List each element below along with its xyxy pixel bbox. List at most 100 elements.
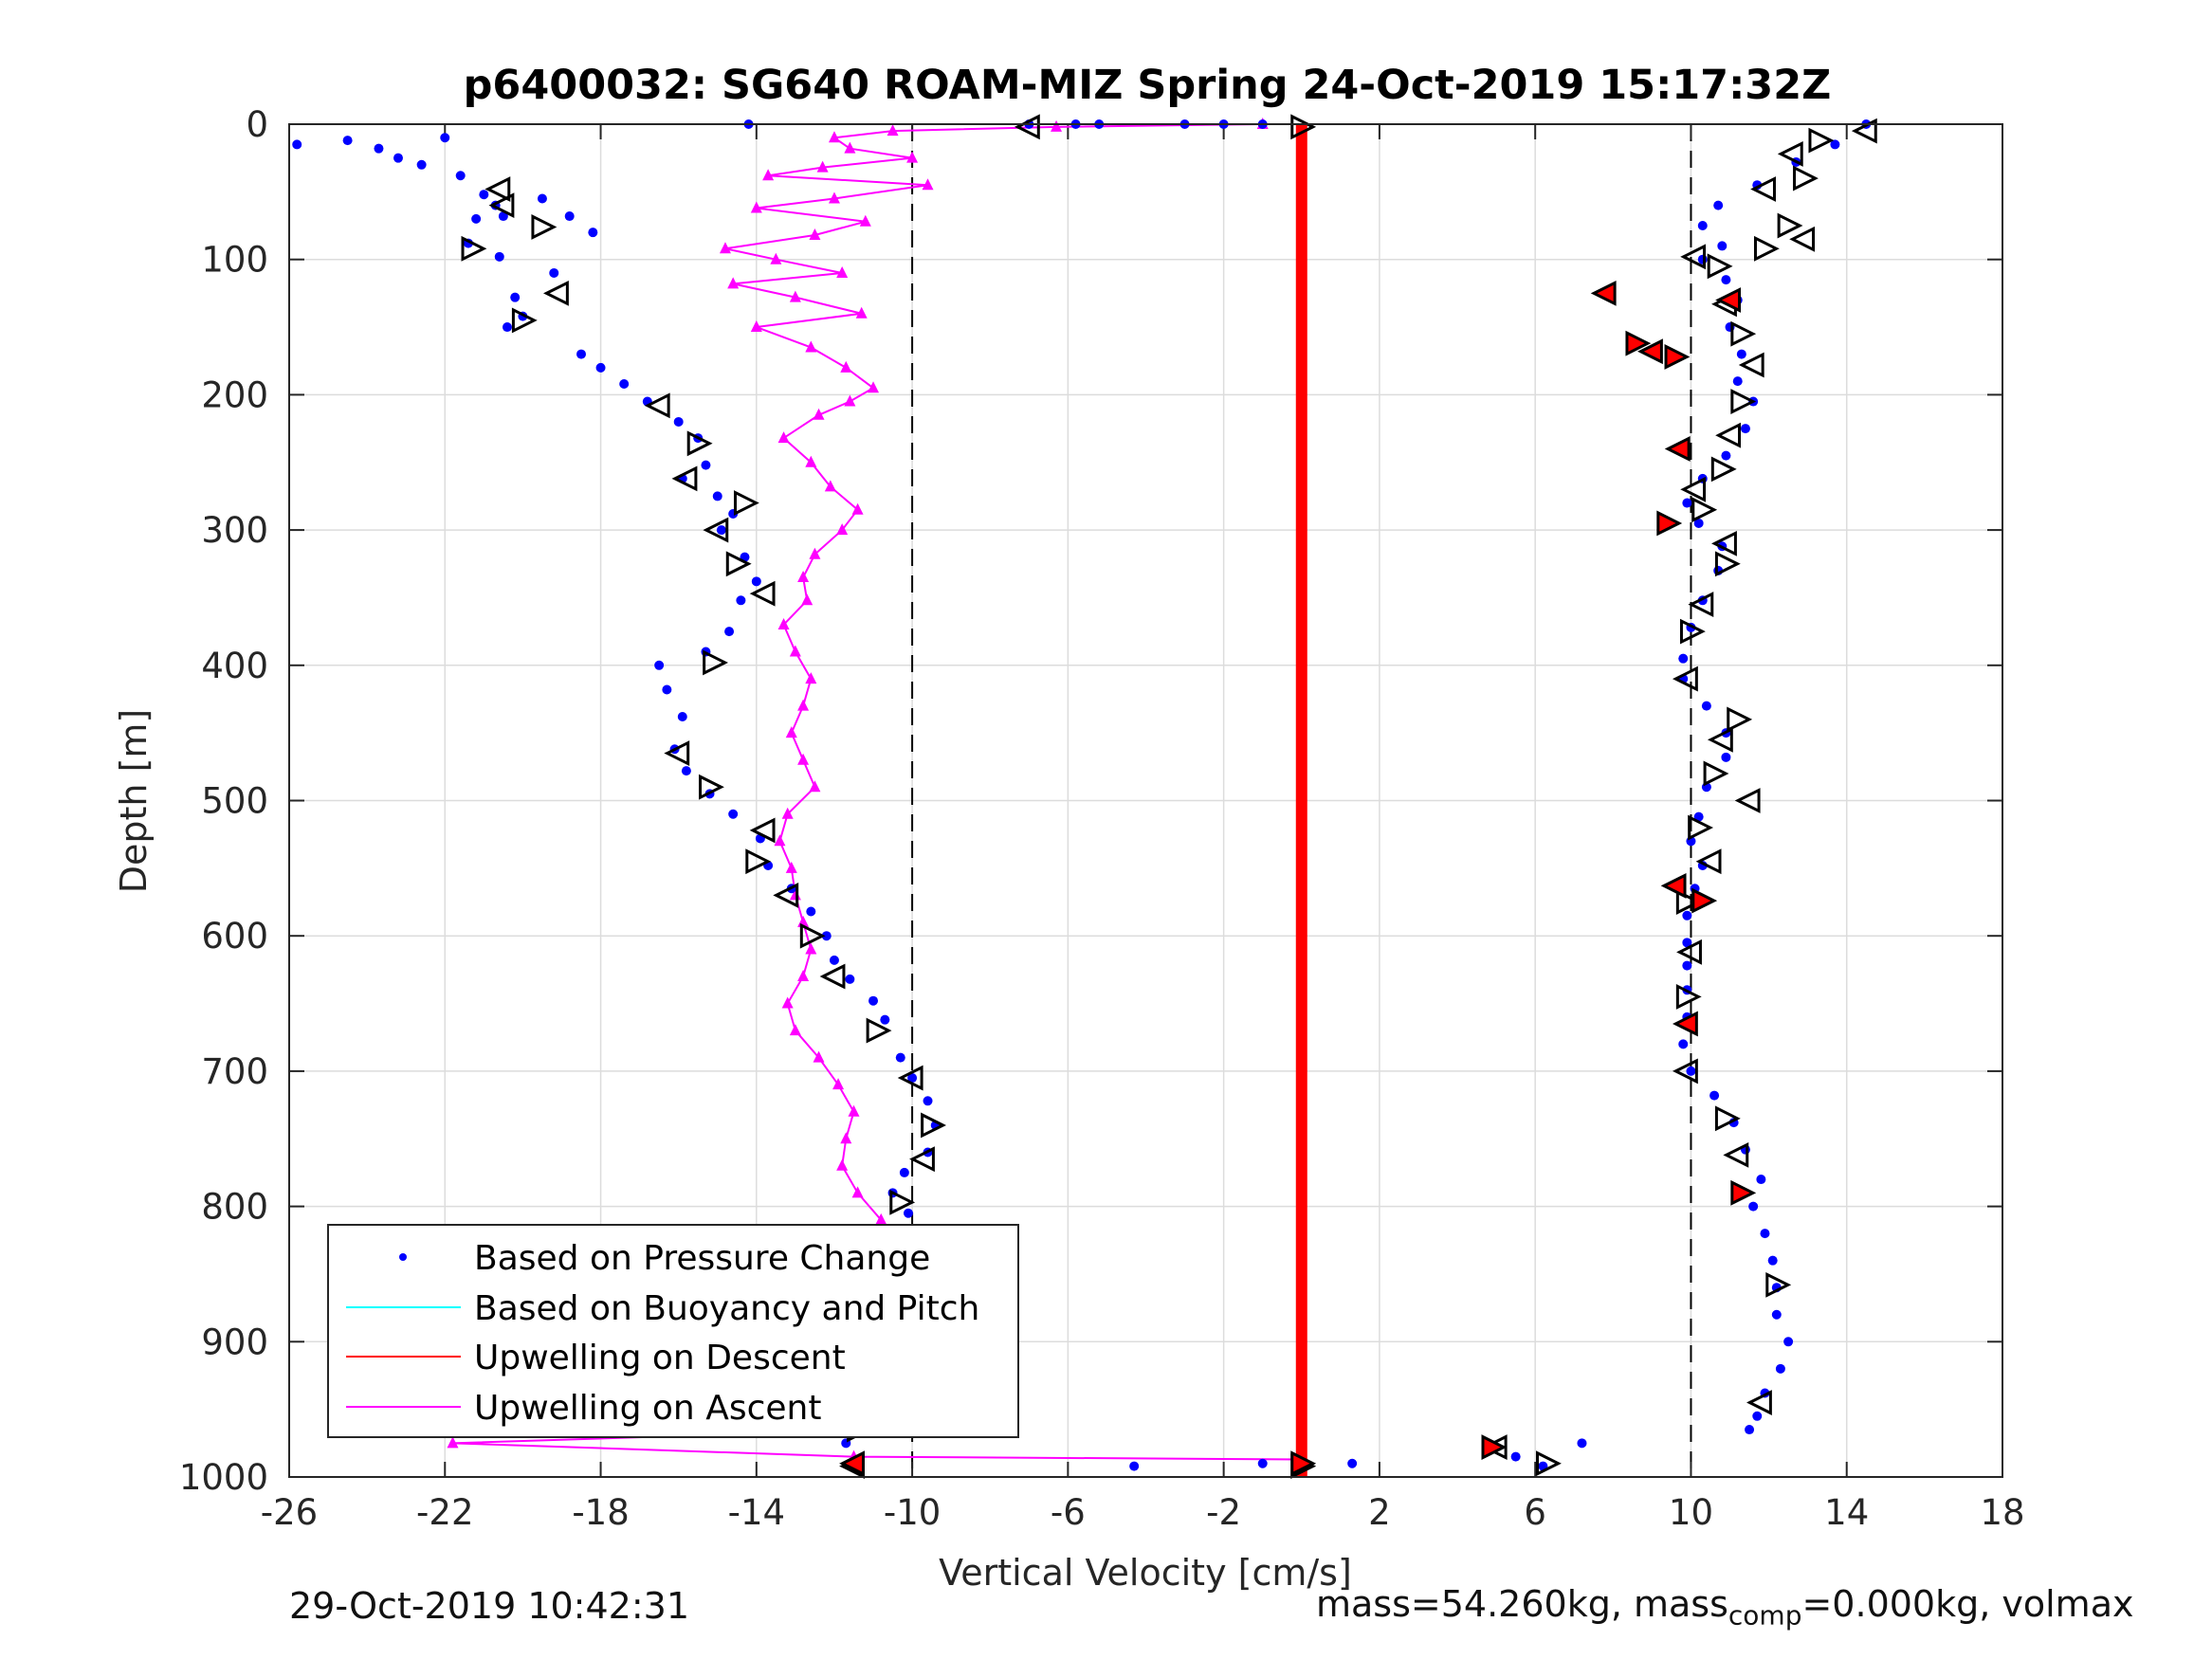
pressure-point <box>681 766 691 776</box>
pressure-point <box>1783 1337 1794 1347</box>
turn-marker <box>1750 176 1776 202</box>
y-tick-label: 700 <box>201 1051 268 1092</box>
legend-label-descent: Upwelling on Descent <box>474 1339 846 1377</box>
turn-marker <box>733 490 759 516</box>
pressure-point <box>829 955 839 965</box>
ascent-point <box>851 502 864 515</box>
pressure-point <box>502 322 512 333</box>
y-axis-label: Depth [m] <box>113 709 155 894</box>
footer-mass: mass=54.260kg, masscomp=0.000kg, volmax <box>1316 1583 2133 1632</box>
turn-marker <box>773 882 799 908</box>
turn-marker <box>725 551 752 577</box>
pressure-point <box>537 193 547 204</box>
pressure-point <box>455 171 466 181</box>
y-tick-label: 900 <box>201 1322 268 1362</box>
pressure-point <box>923 1096 933 1106</box>
turn-marker <box>1691 497 1718 523</box>
turn-marker <box>1707 726 1733 753</box>
turn-marker <box>703 649 728 676</box>
pressure-point <box>595 362 606 373</box>
pressure-point <box>416 159 427 170</box>
pressure-point <box>736 595 746 606</box>
turn-marker <box>1727 706 1753 733</box>
footer-mass-suffix: =0.000kg, volmax <box>1801 1583 2134 1625</box>
turn-marker <box>897 1065 923 1091</box>
legend-label-pressure: Based on Pressure Change <box>474 1239 930 1278</box>
pressure-point <box>716 525 726 536</box>
x-tick-label: 10 <box>1669 1492 1713 1533</box>
pressure-point <box>1682 960 1692 971</box>
pressure-point <box>1347 1458 1358 1468</box>
x-tick-label: 2 <box>1368 1492 1391 1533</box>
turn-marker <box>1680 244 1707 270</box>
turn-marker <box>866 1017 892 1044</box>
ascent-point <box>805 455 817 467</box>
red-turn-marker <box>1691 887 1718 914</box>
turn-marker <box>1672 665 1698 692</box>
ascent-point <box>875 1212 887 1225</box>
footer-mass-prefix: mass=54.260kg, mass <box>1316 1583 1728 1625</box>
ascent-point <box>848 1104 860 1117</box>
ascent-point <box>797 571 810 583</box>
pressure-point <box>1760 1229 1770 1239</box>
pressure-point <box>1697 254 1708 264</box>
ascent-point <box>447 1436 459 1449</box>
turn-marker <box>1675 889 1702 915</box>
turn-marker <box>1730 389 1757 414</box>
x-tick-label: -26 <box>261 1492 318 1533</box>
pressure-point <box>1713 200 1724 210</box>
x-tick-label: -18 <box>572 1492 629 1533</box>
pressure-point <box>880 1014 890 1025</box>
pressure-point <box>1745 1425 1755 1435</box>
pressure-point <box>1775 1363 1785 1374</box>
ascent-point <box>809 547 821 559</box>
ascent-point <box>801 593 814 606</box>
turn-marker <box>1777 212 1803 239</box>
pressure-point <box>654 660 665 670</box>
turn-marker <box>531 214 558 240</box>
pressure-point <box>549 267 559 278</box>
turn-marker <box>1695 848 1722 875</box>
turn-marker <box>1290 114 1317 140</box>
turn-marker <box>1738 352 1764 378</box>
pressure-point <box>701 460 711 470</box>
pressure-point <box>728 809 739 819</box>
turn-marker <box>1777 140 1803 167</box>
ascent-point <box>797 753 810 765</box>
ascent-point <box>785 726 797 738</box>
pressure-point <box>440 133 450 143</box>
pressure-point <box>903 1208 913 1218</box>
ascent-point <box>840 1132 852 1144</box>
turn-marker <box>1793 165 1819 191</box>
red-turn-marker <box>1481 1434 1508 1461</box>
pressure-point <box>673 416 684 427</box>
turn-marker <box>799 922 826 949</box>
pressure-point <box>724 627 735 637</box>
pressure-point <box>576 349 587 359</box>
pressure-point <box>1682 910 1692 921</box>
pressure-point <box>677 712 687 722</box>
pressure-point <box>1697 221 1708 231</box>
turn-marker <box>1711 530 1737 556</box>
turn-marker <box>664 740 690 766</box>
y-tick-label: 200 <box>201 374 268 415</box>
ascent-point <box>805 672 817 684</box>
turn-marker <box>1707 253 1733 280</box>
ascent-point <box>781 996 794 1009</box>
pressure-point <box>471 213 482 224</box>
legend: Based on Pressure Change Based on Buoyan… <box>327 1224 1019 1438</box>
pressure-point <box>619 378 630 389</box>
plot-area <box>292 114 1877 1480</box>
y-tick-label: 400 <box>201 646 268 686</box>
pressure-point <box>479 190 489 200</box>
pressure-point <box>845 974 855 984</box>
pressure-point <box>1830 139 1840 150</box>
x-tick-label: -10 <box>884 1492 941 1533</box>
ascent-point <box>828 131 840 143</box>
red-turn-marker <box>1730 1179 1757 1206</box>
turn-marker <box>1723 1141 1749 1168</box>
ascent-point <box>789 290 801 302</box>
turn-marker <box>543 280 569 306</box>
turn-marker <box>1851 118 1877 144</box>
